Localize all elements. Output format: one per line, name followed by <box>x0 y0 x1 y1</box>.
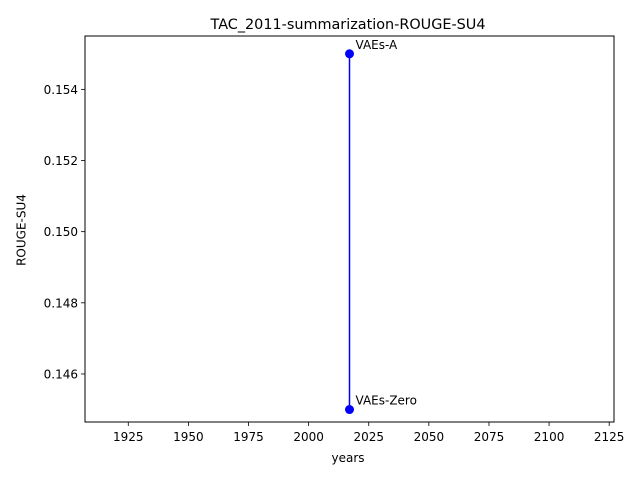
x-axis-ticks: 1925 1950 1975 2000 2025 2050 2075 2100 2125 <box>113 422 624 444</box>
plot-frame <box>84 35 615 423</box>
y-tick-label: 0.152 <box>44 154 78 168</box>
y-tick-label: 0.146 <box>44 367 78 381</box>
x-tick-label: 1975 <box>233 430 264 444</box>
data-point <box>345 49 354 59</box>
x-tick-label: 2100 <box>534 430 565 444</box>
point-label: VAEs-A <box>356 38 399 52</box>
x-tick-label: 1950 <box>173 430 204 444</box>
x-tick-label: 2000 <box>293 430 324 444</box>
y-axis-label: ROUGE-SU4 <box>15 194 29 266</box>
y-tick-label: 0.150 <box>44 225 78 239</box>
y-tick-label: 0.154 <box>44 83 78 97</box>
chart-title: TAC_2011-summarization-ROUGE-SU4 <box>210 17 486 33</box>
series-layer: VAEs-Zero VAEs-A <box>345 38 417 415</box>
x-tick-label: 2025 <box>353 430 384 444</box>
x-tick-label: 2075 <box>474 430 505 444</box>
data-point <box>345 405 354 415</box>
point-label: VAEs-Zero <box>356 394 417 408</box>
x-axis-label: years <box>331 451 364 465</box>
y-tick-label: 0.148 <box>44 296 78 310</box>
x-tick-label: 2050 <box>414 430 445 444</box>
x-tick-label: 1925 <box>113 430 144 444</box>
x-tick-label: 2125 <box>594 430 625 444</box>
y-axis-ticks: 0.146 0.148 0.150 0.152 0.154 <box>44 83 85 381</box>
